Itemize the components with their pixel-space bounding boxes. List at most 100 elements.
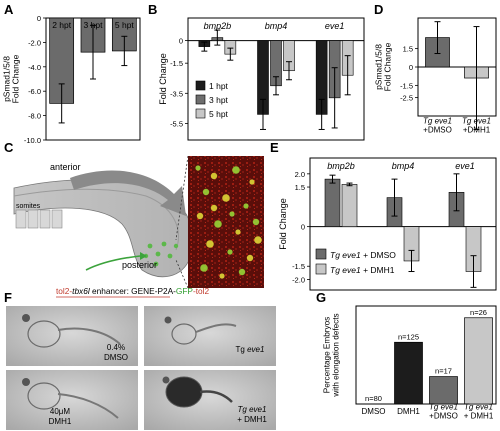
y-tick-label: -2.5 [400, 94, 413, 103]
category-label: Tg eve1 +DMSO [429, 403, 458, 421]
micrograph-dmso: 0.4% DMSO [6, 306, 138, 366]
gfp-cells [143, 241, 179, 267]
panel-letter-b: B [148, 2, 157, 17]
count-label: n=17 [435, 367, 452, 376]
label-dmh1-conc: 40μM [50, 407, 71, 416]
y-tick-label: -2.0 [292, 275, 305, 284]
gfp-dot [238, 268, 246, 276]
bar-1 [394, 341, 423, 405]
gfp-dot [202, 188, 210, 196]
group-label-bmp4: bmp4 [392, 161, 415, 171]
gfp-dot [210, 172, 218, 180]
group-label-eve1: eve1 [325, 21, 345, 31]
label-somites: somites [16, 203, 41, 210]
panel-letter-g: G [316, 290, 326, 305]
panel-letter-c: C [4, 140, 14, 155]
label-dmso-conc: 0.4% [107, 343, 125, 352]
y-tick-label: 0 [37, 14, 41, 23]
y-tick-label: -8.0 [28, 112, 41, 121]
legend-swatch [195, 80, 206, 91]
legend-swatch [195, 94, 206, 105]
panel-letter-d: D [374, 2, 383, 17]
y-tick-label: -4.0 [28, 63, 41, 72]
y-tick-label: -2.0 [28, 38, 41, 47]
count-label: n=125 [398, 332, 419, 341]
legend-label: 3 hpt [209, 95, 229, 105]
micrograph-dmh1: 40μM DMH1 [6, 370, 138, 430]
y-tick-label: -3.5 [170, 89, 183, 98]
category-label: DMSO [362, 407, 386, 416]
category-label: 2 hpt [52, 20, 72, 30]
y-tick-label: -6.0 [28, 87, 41, 96]
fluorescence-image [188, 156, 264, 288]
category-label: Tg eve1 +DMSO [423, 117, 452, 135]
green-arrow-head [140, 252, 147, 260]
gfp-dot [219, 273, 225, 279]
y-axis-label: Fold Change [158, 53, 168, 105]
y-tick-label: -1.5 [170, 59, 183, 68]
gfp-dot [210, 204, 218, 212]
plot-frame [355, 305, 497, 405]
y-tick-label: 0 [301, 223, 305, 232]
gfp-dot [196, 212, 204, 220]
construct-label: tol2-tbx6l enhancer: GENE-P2A-GFP-tol2 [56, 286, 209, 296]
label-tg-eve1-dmh1-b: + DMH1 [237, 415, 267, 424]
y-tick-label: -10.0 [24, 136, 41, 145]
chart-a: 0 -2.0 -4.0 -6.0 -8.0 -10.0 2 hpt 3 hpt 5 hpt pSm… [1, 14, 141, 145]
gfp-dot [227, 249, 233, 255]
bar-bmp2b [341, 184, 358, 227]
category-label: 3 hpt [84, 20, 104, 30]
gfp-dot [246, 254, 254, 262]
group-label-eve1: eve1 [455, 161, 475, 171]
y-axis-label: Fold Change [278, 198, 288, 250]
label-dmso: DMSO [104, 353, 128, 362]
chart-d: 1.5 0 -1.5 -2.5 Tg eve1 +DMSO Tg eve1 +DMH1 pSma… [373, 17, 497, 135]
y-axis-label: Percentage Embryoswith elongation defect… [322, 313, 340, 397]
group-label-bmp2b: bmp2b [204, 21, 232, 31]
legend-label: 5 hpt [209, 109, 229, 119]
panel-f-micrographs: 0.4% DMSO Tg eve1 40μM DMH1 Tg eve1 + DM… [6, 306, 276, 430]
micrograph-tg-eve1-dmh1: Tg eve1 + DMH1 [144, 370, 276, 430]
chart-e: 2.0 1.5 0 -1.5 -2.0 bmp2b bmp4 eve1 Tg eve1 + DM… [278, 157, 497, 291]
group-label-bmp4: bmp4 [265, 21, 288, 31]
panel-letter-a: A [4, 2, 14, 17]
gfp-dot [243, 203, 249, 209]
gfp-dot [254, 236, 262, 244]
panel-letter-f: F [4, 290, 12, 305]
label-dmh1: DMH1 [49, 417, 72, 426]
chart-b: 0 -1.5 -3.5 -5.5 bmp2b bmp4 eve1 1 hpt 3 hpt 5 hp… [158, 17, 365, 141]
gfp-dot [229, 211, 235, 217]
zoom-line-bottom [175, 259, 189, 289]
group-label-bmp2b: bmp2b [327, 161, 355, 171]
gfp-dot [235, 229, 241, 235]
elongation-arrow [70, 170, 186, 216]
bar-bmp2b [324, 178, 341, 227]
category-label: Tg eve1 +DMH1 [462, 117, 491, 135]
legend-label: Tg eve1 + DMH1 [330, 265, 395, 275]
y-tick-label: -5.5 [170, 119, 183, 128]
count-label: n=80 [365, 394, 382, 403]
legend-label: 1 hpt [209, 81, 229, 91]
gfp-dot [249, 179, 255, 185]
micrograph-tg-eve1: Tg eve1 [144, 306, 276, 366]
panel-c-schematic: anterior somites posterior tol2-tbx6l en… [13, 155, 209, 298]
panel-letter-e: E [270, 140, 279, 155]
label-tg-eve1-dmh1-a: Tg eve1 [238, 405, 267, 414]
label-anterior: anterior [50, 162, 81, 172]
legend-swatch [315, 263, 327, 275]
bar-2 [429, 376, 458, 405]
somite-blocks [15, 209, 63, 229]
y-tick-label: -1.5 [292, 262, 305, 271]
y-axis-label: pSmad1/5/8Fold Change [1, 54, 20, 103]
label-posterior: posterior [122, 260, 157, 270]
tail-inner-tube [13, 188, 179, 251]
category-label: 5 hpt [115, 20, 135, 30]
gfp-dot [206, 240, 214, 248]
count-label: n=26 [470, 308, 487, 317]
gfp-dot [252, 218, 260, 226]
y-tick-label: 2.0 [295, 170, 305, 179]
y-tick-label: -1.5 [400, 81, 413, 90]
gfp-dot [222, 194, 230, 202]
gfp-signal-dots [195, 165, 262, 279]
